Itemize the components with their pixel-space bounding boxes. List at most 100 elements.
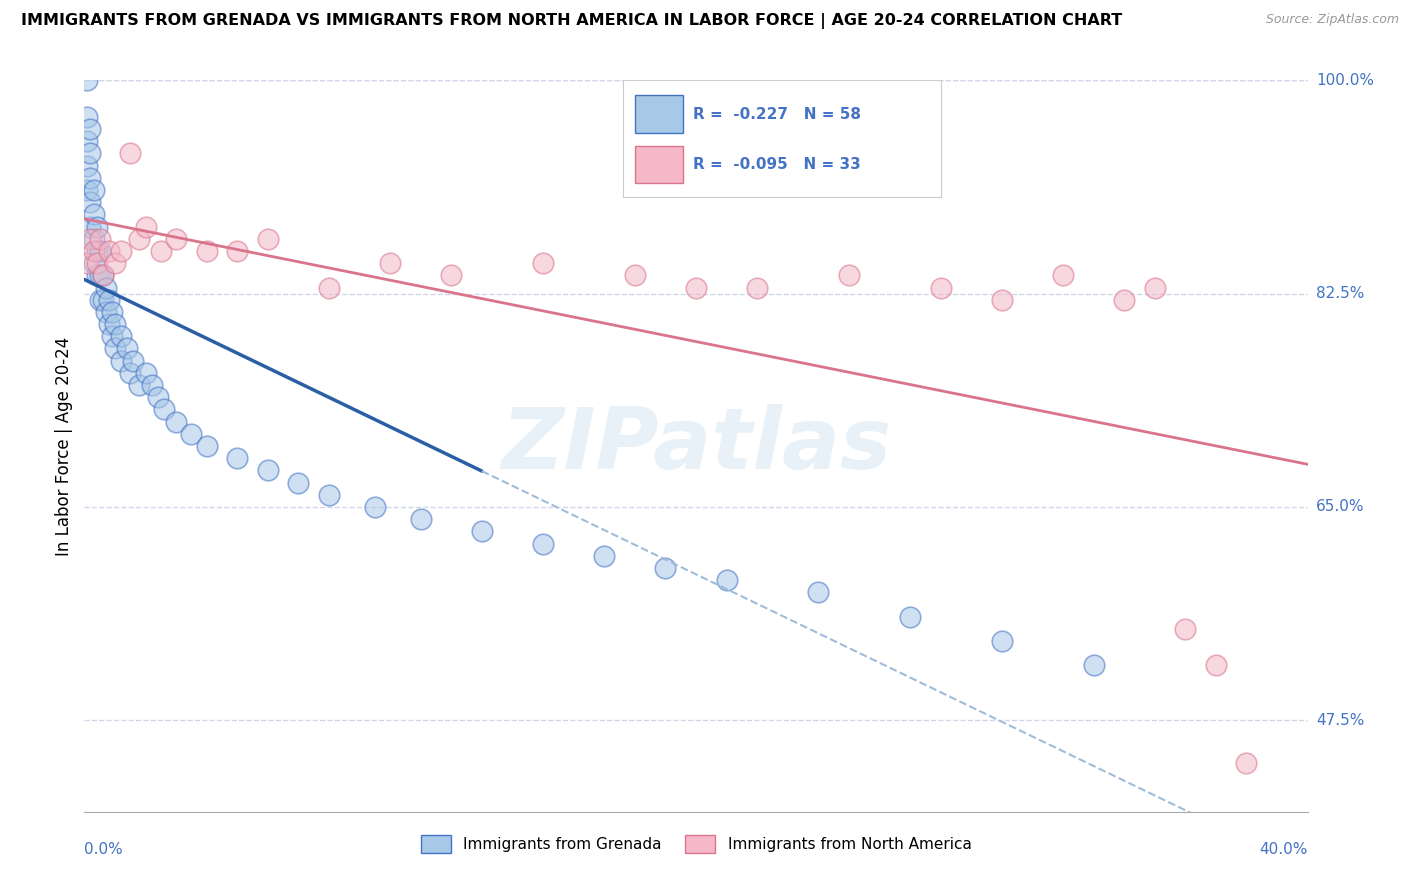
Point <box>287 475 309 490</box>
Point <box>120 146 142 161</box>
Point <box>110 244 132 258</box>
Point <box>226 451 249 466</box>
Text: 40.0%: 40.0% <box>1260 842 1308 857</box>
Point <box>79 170 101 185</box>
Point <box>76 256 98 270</box>
Point <box>1052 268 1074 283</box>
Point <box>128 378 150 392</box>
Point <box>624 268 647 283</box>
Point <box>76 183 98 197</box>
Point <box>149 244 172 258</box>
Point <box>807 585 830 599</box>
Y-axis label: In Labor Force | Age 20-24: In Labor Force | Age 20-24 <box>55 336 73 556</box>
Point <box>1083 658 1105 673</box>
Point <box>83 207 105 221</box>
Legend: Immigrants from Grenada, Immigrants from North America: Immigrants from Grenada, Immigrants from… <box>415 829 977 859</box>
Point <box>685 280 707 294</box>
Point <box>89 293 111 307</box>
Point <box>79 232 101 246</box>
Point <box>1143 280 1166 294</box>
Point <box>146 390 169 404</box>
Point <box>97 293 120 307</box>
Point <box>91 293 114 307</box>
Point <box>471 524 494 539</box>
Point <box>716 573 738 587</box>
Point <box>83 256 105 270</box>
Text: IMMIGRANTS FROM GRENADA VS IMMIGRANTS FROM NORTH AMERICA IN LABOR FORCE | AGE 20: IMMIGRANTS FROM GRENADA VS IMMIGRANTS FR… <box>21 13 1122 29</box>
Text: ZIPatlas: ZIPatlas <box>501 404 891 488</box>
Point <box>76 73 98 87</box>
Point <box>991 634 1014 648</box>
Point <box>79 122 101 136</box>
Point <box>180 426 202 441</box>
Point <box>929 280 952 294</box>
Point <box>165 415 187 429</box>
Point <box>195 439 218 453</box>
Point <box>91 268 114 283</box>
Point <box>89 232 111 246</box>
Point <box>110 329 132 343</box>
Text: 65.0%: 65.0% <box>1316 500 1364 515</box>
Point <box>104 342 127 356</box>
Point <box>110 353 132 368</box>
Point <box>94 280 117 294</box>
Point <box>94 305 117 319</box>
Point <box>364 500 387 514</box>
Point <box>318 488 340 502</box>
Point <box>380 256 402 270</box>
Text: 0.0%: 0.0% <box>84 842 124 857</box>
Point <box>97 244 120 258</box>
Point <box>257 232 280 246</box>
Point <box>79 146 101 161</box>
Point <box>1174 622 1197 636</box>
Point <box>141 378 163 392</box>
Point <box>195 244 218 258</box>
Point <box>122 353 145 368</box>
Point <box>654 561 676 575</box>
Point <box>115 342 138 356</box>
Point <box>86 268 108 283</box>
Point <box>91 268 114 283</box>
Point <box>165 232 187 246</box>
Point <box>153 402 176 417</box>
Point <box>101 329 124 343</box>
Point <box>135 219 157 234</box>
Point <box>83 232 105 246</box>
Point <box>86 256 108 270</box>
Point <box>135 366 157 380</box>
Text: 100.0%: 100.0% <box>1316 73 1374 87</box>
Point <box>104 256 127 270</box>
Point <box>76 159 98 173</box>
Point <box>79 219 101 234</box>
Point <box>86 244 108 258</box>
Point <box>257 463 280 477</box>
Point <box>79 195 101 210</box>
Point <box>1114 293 1136 307</box>
Point <box>120 366 142 380</box>
Text: Source: ZipAtlas.com: Source: ZipAtlas.com <box>1265 13 1399 27</box>
Point <box>128 232 150 246</box>
Point <box>76 134 98 148</box>
Text: 82.5%: 82.5% <box>1316 286 1364 301</box>
Point <box>898 609 921 624</box>
Point <box>318 280 340 294</box>
Point <box>531 256 554 270</box>
Point <box>101 305 124 319</box>
Point <box>531 536 554 550</box>
Point <box>440 268 463 283</box>
Point <box>89 268 111 283</box>
Point <box>83 244 105 258</box>
Point <box>991 293 1014 307</box>
Point <box>593 549 616 563</box>
Point <box>409 512 432 526</box>
Point <box>104 317 127 331</box>
Point <box>83 183 105 197</box>
Point <box>747 280 769 294</box>
Point <box>89 244 111 258</box>
Point <box>97 317 120 331</box>
Point <box>1236 756 1258 770</box>
Text: 47.5%: 47.5% <box>1316 713 1364 728</box>
Point <box>76 110 98 124</box>
Point <box>86 219 108 234</box>
Point <box>1205 658 1227 673</box>
